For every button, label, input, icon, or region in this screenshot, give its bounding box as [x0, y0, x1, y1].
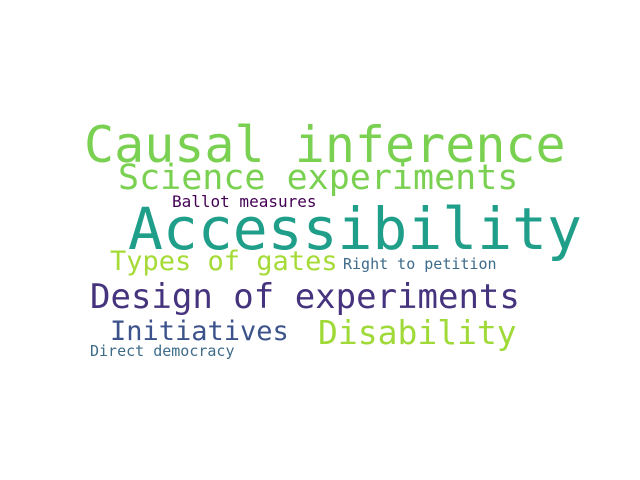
- word-initiatives: Initiatives: [110, 316, 289, 347]
- word-causal-inference: Causal inference: [84, 116, 566, 174]
- word-ballot-measures: Ballot measures: [172, 192, 317, 211]
- word-right-to-petition: Right to petition: [343, 255, 497, 273]
- word-direct-democracy: Direct democracy: [90, 342, 235, 360]
- word-design-of-experiments: Design of experiments: [90, 277, 520, 317]
- word-disability: Disability: [318, 313, 517, 352]
- word-science-experiments: Science experiments: [118, 158, 519, 198]
- word-types-of-gates: Types of gates: [110, 246, 338, 277]
- word-accessibility: Accessibility: [128, 195, 582, 263]
